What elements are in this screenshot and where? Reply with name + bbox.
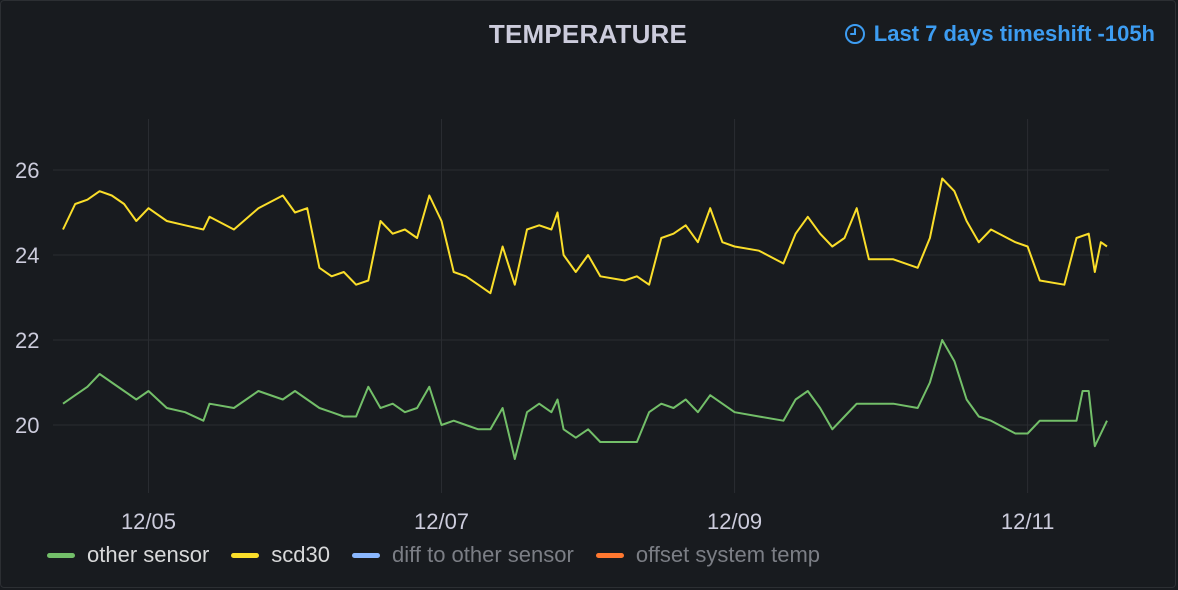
legend-item-scd30[interactable]: scd30 [231, 542, 330, 568]
y-tick-label: 20 [15, 413, 39, 438]
legend-label: diff to other sensor [392, 542, 574, 567]
legend-label: offset system temp [635, 542, 821, 567]
temperature-chart[interactable]: 20 22 24 26 12/05 12/07 12/09 12/11 [1, 1, 1177, 541]
legend-swatch [47, 552, 75, 558]
x-tick-label: 12/05 [121, 509, 176, 534]
legend-item-other-sensor[interactable]: other sensor [47, 542, 209, 568]
legend-swatch [231, 552, 260, 558]
legend-swatch [595, 552, 624, 558]
legend-swatch [352, 552, 381, 558]
legend-item-diff-to-other-sensor[interactable]: diff to other sensor [352, 542, 574, 568]
x-tick-label: 12/11 [1001, 509, 1054, 534]
y-tick-label: 22 [15, 328, 39, 353]
legend: other sensor scd30 diff to other sensor off… [47, 542, 820, 568]
series-line-other-sensor [62, 339, 1108, 460]
panel-title[interactable]: TEMPERATURE [488, 19, 688, 49]
legend-label: scd30 [271, 542, 331, 567]
series-line-scd30 [62, 177, 1108, 295]
y-tick-label: 26 [15, 158, 39, 183]
x-tick-label: 12/07 [414, 509, 469, 534]
timeshift-indicator: Last 7 days timeshift -105h [844, 21, 1155, 47]
x-tick-label: 12/09 [707, 509, 762, 534]
y-tick-label: 24 [15, 243, 39, 268]
legend-item-offset-system-temp[interactable]: offset system temp [595, 542, 821, 568]
timeshift-label: Last 7 days timeshift -105h [873, 21, 1155, 46]
legend-label: other sensor [87, 542, 210, 567]
clock-icon [844, 23, 866, 45]
